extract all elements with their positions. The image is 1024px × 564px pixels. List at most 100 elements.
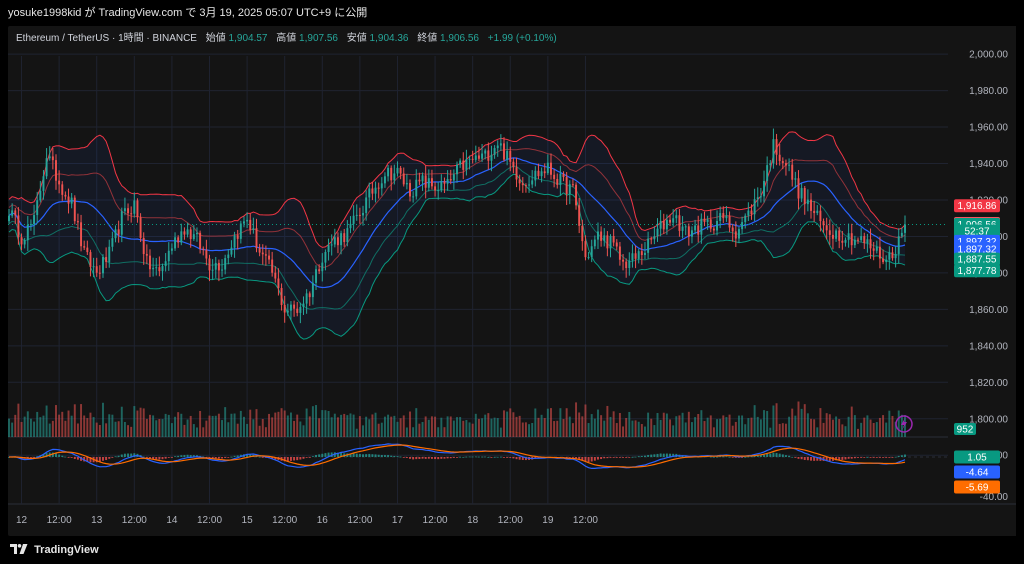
price-tag-label: 1,897.32 xyxy=(958,237,997,248)
volume-bar xyxy=(343,413,346,437)
legend-high-label: 高値 xyxy=(276,31,296,44)
volume-bar xyxy=(164,413,167,437)
price-tag-label: 52:37 xyxy=(964,226,989,237)
time-axis[interactable]: 12 12:00 13 12:00 14 12:00 15 12:00 16 12:00 17 12:… xyxy=(16,515,598,526)
macd-histogram-bar xyxy=(625,457,628,458)
volume-bar xyxy=(412,427,415,437)
price-chart[interactable]: 2,000.001,980.001,960.001,940.001,920.00… xyxy=(8,26,1016,536)
macd-histogram-bar xyxy=(471,456,474,458)
candle-body xyxy=(177,237,180,243)
candle-body xyxy=(36,200,39,216)
candle-body xyxy=(684,226,687,228)
candle-body xyxy=(161,266,164,272)
candle-body xyxy=(174,237,177,249)
macd-histogram-bar xyxy=(615,457,618,458)
macd-tick-label: -40.00 xyxy=(980,492,1009,503)
macd-histogram-bar xyxy=(869,457,872,458)
macd-histogram-bar xyxy=(894,456,897,458)
volume-bar xyxy=(349,413,352,437)
candle-body xyxy=(512,161,515,168)
candle-body xyxy=(67,196,70,204)
volume-bar xyxy=(850,406,853,437)
volume-bar xyxy=(490,418,493,437)
candle-body xyxy=(775,139,778,155)
volume-bar xyxy=(681,412,684,437)
macd-histogram-bar xyxy=(857,457,859,458)
macd-histogram-bar xyxy=(803,457,806,460)
volume-bar xyxy=(230,413,233,437)
candle-body xyxy=(214,262,217,270)
candle-body xyxy=(496,145,499,149)
volume-bar xyxy=(249,409,252,437)
volume-bar xyxy=(80,404,83,437)
candle-body xyxy=(58,180,61,185)
volume-bar xyxy=(142,408,145,437)
macd-histogram-bar xyxy=(299,457,302,460)
candle-body xyxy=(784,163,787,166)
candle-body xyxy=(180,231,183,243)
volume-bar xyxy=(716,419,718,437)
volume-bar xyxy=(415,408,418,437)
macd-histogram-bar xyxy=(224,457,227,458)
macd-histogram-bar xyxy=(315,455,317,457)
volume-bar xyxy=(700,410,703,437)
candle-body xyxy=(358,214,361,216)
macd-histogram-bar xyxy=(603,457,606,459)
volume-bar xyxy=(324,410,327,437)
volume-bar xyxy=(437,427,440,437)
candle-body xyxy=(678,215,681,231)
candle-body xyxy=(697,225,700,235)
candle-body xyxy=(712,228,715,231)
x-tick-label: 18 xyxy=(467,515,479,526)
volume-bar xyxy=(258,425,261,437)
volume-bar xyxy=(440,417,443,437)
macd-histogram-bar xyxy=(568,457,571,458)
volume-bar xyxy=(553,421,556,437)
candle-body xyxy=(346,228,349,243)
volume-bar xyxy=(781,423,784,437)
candle-body xyxy=(380,183,383,189)
candle-body xyxy=(778,154,781,162)
candle-body xyxy=(268,255,270,260)
candle-body xyxy=(123,208,126,212)
candle-body xyxy=(571,184,574,186)
macd-histogram-bar xyxy=(358,453,361,457)
macd-histogram-bar xyxy=(302,457,305,459)
volume-bar xyxy=(83,415,86,437)
candle-body xyxy=(897,236,900,254)
macd-histogram-bar xyxy=(904,454,906,457)
candle-body xyxy=(521,183,524,186)
volume-bar xyxy=(622,426,625,437)
volume-bar xyxy=(759,419,762,437)
price-tag xyxy=(954,264,1000,278)
volume-bar xyxy=(383,416,386,437)
tradingview-logo[interactable]: TradingView xyxy=(10,544,99,556)
candle-body xyxy=(258,248,261,253)
macd-histogram-bar xyxy=(653,454,656,457)
candle-body xyxy=(105,257,108,262)
macd-histogram-bar xyxy=(70,457,73,458)
alert-bolt-icon[interactable] xyxy=(895,415,913,433)
candle-body xyxy=(819,210,822,222)
macd-histogram-bar xyxy=(36,456,39,457)
volume-bar xyxy=(302,425,305,437)
candle-body xyxy=(170,248,173,251)
candle-body xyxy=(117,229,120,235)
candle-body xyxy=(894,253,897,259)
macd-histogram-bar xyxy=(130,453,133,457)
macd-histogram-bar xyxy=(744,456,747,458)
chart-panel[interactable]: 2,000.001,980.001,960.001,940.001,920.00… xyxy=(8,26,1016,536)
volume-bar xyxy=(803,404,806,437)
candle-body xyxy=(656,228,659,237)
macd-histogram-bar xyxy=(409,457,411,459)
candle-body xyxy=(374,187,377,194)
macd-histogram-bar xyxy=(133,453,136,457)
candle-body xyxy=(456,164,458,175)
candle-body xyxy=(662,220,665,230)
volume-bar xyxy=(571,423,574,437)
volume-bar xyxy=(352,414,355,437)
candle-body xyxy=(17,215,20,238)
x-tick-label: 16 xyxy=(317,515,329,526)
bollinger-lower-line xyxy=(8,173,906,340)
candle-body xyxy=(722,213,725,219)
